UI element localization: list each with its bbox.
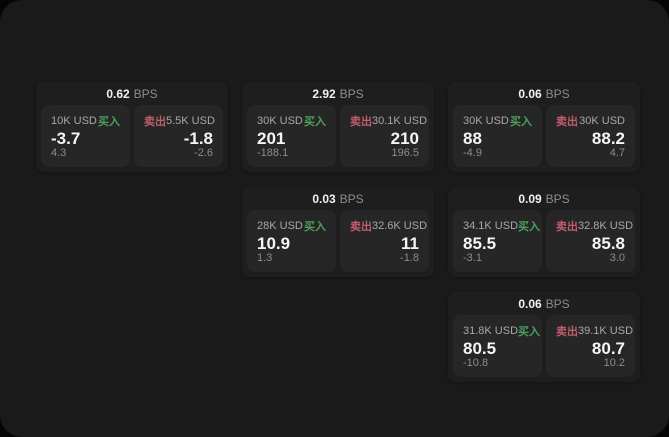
spread-unit-label: BPS [545,296,570,311]
sell-price: 210 [390,129,419,148]
sell-amount-label: 39.1K USD [578,325,634,337]
sell-delta: 10.2 [603,357,625,369]
sell-amount-label: 30K USD [579,115,625,127]
sell-delta: 4.7 [609,147,625,159]
sell-side-label: 卖出 [144,116,166,128]
spread-value: 0.06 [518,296,542,311]
buy-amount-label: 10K USD [51,115,97,127]
buy-delta: 4.3 [51,147,67,159]
buy-panel[interactable]: 34.1K USD 买入 85.5 -3.1 [453,210,542,272]
spread-unit-label: BPS [133,86,158,101]
spread-value: 0.03 [312,191,336,206]
buy-price: 10.9 [257,234,291,253]
spread-header: 0.06 BPS [448,82,640,105]
buy-price: 88 [463,129,482,148]
spread-unit-label: BPS [339,86,364,101]
sell-amount-label: 5.5K USD [166,115,215,127]
sell-amount-label: 32.6K USD [372,220,428,232]
sell-price: 80.7 [591,339,625,358]
spread-unit-label: BPS [545,86,570,101]
quote-card-body: 34.1K USD 买入 85.5 -3.1 卖出 32.8K USD 85.8… [448,210,640,277]
spread-header: 0.03 BPS [242,187,434,210]
buy-price: -3.7 [51,129,81,148]
quote-card-body: 10K USD 买入 -3.7 4.3 卖出 5.5K USD -1.8 -2.… [36,105,228,172]
buy-amount-label: 34.1K USD [463,220,519,232]
buy-side-label: 买入 [98,116,120,128]
buy-amount-label: 28K USD [257,220,303,232]
quote-card: 2.92 BPS 30K USD 买入 201 -188.1 卖出 30.1K … [242,82,434,172]
buy-panel[interactable]: 30K USD 买入 88 -4.9 [453,105,542,167]
sell-delta: -2.6 [194,147,213,159]
quote-card: 0.62 BPS 10K USD 买入 -3.7 4.3 卖出 5.5K USD [36,82,228,172]
buy-amount-label: 30K USD [257,115,303,127]
quote-cards-grid: 0.62 BPS 10K USD 买入 -3.7 4.3 卖出 5.5K USD [36,82,640,382]
spread-unit-label: BPS [545,191,570,206]
quote-card-body: 30K USD 买入 88 -4.9 卖出 30K USD 88.2 4.7 [448,105,640,172]
buy-side-label: 买入 [510,116,532,128]
sell-panel[interactable]: 卖出 32.6K USD 11 -1.8 [340,210,429,272]
buy-side-label: 买入 [518,221,541,233]
buy-side-label: 买入 [518,326,541,338]
spread-value: 0.06 [518,86,542,101]
spread-header: 2.92 BPS [242,82,434,105]
buy-amount-label: 31.8K USD [463,325,519,337]
sell-panel[interactable]: 卖出 30K USD 88.2 4.7 [546,105,635,167]
buy-delta: -188.1 [257,147,289,159]
sell-side-label: 卖出 [556,221,578,233]
sell-side-label: 卖出 [556,116,578,128]
buy-side-label: 买入 [304,221,326,233]
sell-price: 11 [401,234,419,253]
sell-side-label: 卖出 [556,326,578,338]
sell-panel[interactable]: 卖出 30.1K USD 210 196.5 [340,105,429,167]
spread-value: 0.09 [518,191,542,206]
quote-card: 0.06 BPS 31.8K USD 买入 80.5 -10.8 卖出 39.1… [448,292,640,382]
sell-delta: 196.5 [391,147,419,159]
spread-header: 0.62 BPS [36,82,228,105]
quote-card: 0.03 BPS 28K USD 买入 10.9 1.3 卖出 32.6K US… [242,187,434,277]
quote-card-body: 28K USD 买入 10.9 1.3 卖出 32.6K USD 11 -1.8 [242,210,434,277]
spread-value: 2.92 [312,86,336,101]
quote-card: 0.06 BPS 30K USD 买入 88 -4.9 卖出 30K USD [448,82,640,172]
buy-delta: -3.1 [463,252,482,264]
sell-price: 85.8 [591,234,625,253]
sell-price: -1.8 [183,129,213,148]
buy-side-label: 买入 [304,116,326,128]
buy-panel[interactable]: 30K USD 买入 201 -188.1 [247,105,336,167]
sell-side-label: 卖出 [350,221,372,233]
sell-panel[interactable]: 卖出 32.8K USD 85.8 3.0 [546,210,635,272]
spread-unit-label: BPS [339,191,364,206]
buy-delta: -4.9 [463,147,482,159]
buy-panel[interactable]: 10K USD 买入 -3.7 4.3 [41,105,130,167]
spread-header: 0.09 BPS [448,187,640,210]
sell-side-label: 卖出 [350,116,372,128]
buy-delta: 1.3 [257,252,273,264]
spread-value: 0.62 [106,86,130,101]
buy-panel[interactable]: 28K USD 买入 10.9 1.3 [247,210,336,272]
sell-delta: -1.8 [400,252,419,264]
quote-card-body: 30K USD 买入 201 -188.1 卖出 30.1K USD 210 1… [242,105,434,172]
buy-delta: -10.8 [463,357,489,369]
spread-header: 0.06 BPS [448,292,640,315]
sell-panel[interactable]: 卖出 5.5K USD -1.8 -2.6 [134,105,223,167]
quote-card-body: 31.8K USD 买入 80.5 -10.8 卖出 39.1K USD 80.… [448,315,640,382]
quote-card: 0.09 BPS 34.1K USD 买入 85.5 -3.1 卖出 32.8K… [448,187,640,277]
buy-price: 85.5 [463,234,497,253]
buy-amount-label: 30K USD [463,115,509,127]
sell-amount-label: 30.1K USD [372,115,428,127]
buy-panel[interactable]: 31.8K USD 买入 80.5 -10.8 [453,315,542,377]
buy-price: 201 [257,129,286,148]
buy-price: 80.5 [463,339,497,358]
sell-price: 88.2 [591,129,625,148]
sell-delta: 3.0 [609,252,625,264]
sell-amount-label: 32.8K USD [578,220,634,232]
sell-panel[interactable]: 卖出 39.1K USD 80.7 10.2 [546,315,635,377]
